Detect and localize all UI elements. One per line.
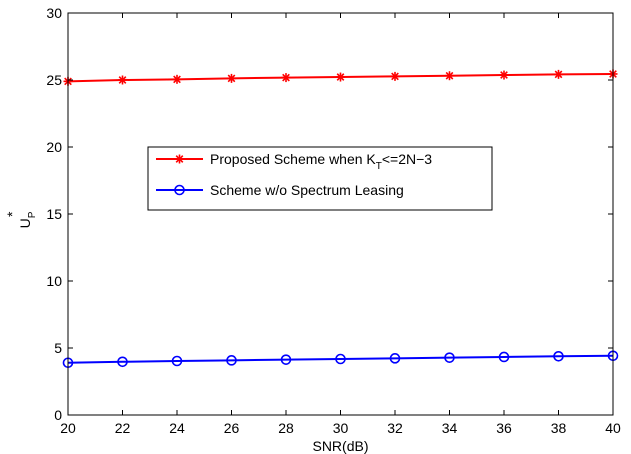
data-point-1 bbox=[335, 353, 346, 365]
legend-label-0: Proposed Scheme when KT<=2N−3 bbox=[210, 151, 432, 172]
data-point-1 bbox=[389, 353, 401, 364]
series-line-1 bbox=[67, 354, 614, 364]
data-point-0 bbox=[445, 71, 454, 81]
y-tick-label: 0 bbox=[54, 407, 62, 423]
y-tick-label: 10 bbox=[46, 273, 62, 289]
legend-marker-symbol-1 bbox=[174, 184, 185, 196]
legend-marker-symbol-0 bbox=[175, 154, 184, 164]
x-tick-label: 20 bbox=[60, 420, 76, 436]
y-axis-label-main: U bbox=[17, 218, 33, 228]
data-point-0 bbox=[390, 71, 400, 81]
x-tick-label: 36 bbox=[496, 420, 512, 436]
legend-label-0-sub: T bbox=[376, 161, 382, 172]
data-point-1 bbox=[553, 351, 564, 362]
x-tick-label: 22 bbox=[115, 420, 131, 436]
x-tick-label: 24 bbox=[169, 420, 185, 436]
legend: Proposed Scheme when KT<=2N−3 Scheme w/o… bbox=[147, 146, 493, 211]
legend-marker-0 bbox=[175, 154, 184, 164]
y-tick-label: 25 bbox=[46, 72, 62, 88]
data-point-0 bbox=[554, 69, 563, 79]
x-tick-label: 30 bbox=[333, 420, 349, 436]
x-tick-label: 40 bbox=[605, 420, 621, 436]
data-point-0 bbox=[499, 70, 509, 80]
y-axis-label: UP * bbox=[4, 211, 38, 228]
x-axis-label: SNR(dB) bbox=[312, 438, 368, 454]
legend-label-0-rest: <=2N−3 bbox=[382, 151, 432, 167]
y-axis-label-sup: * bbox=[4, 211, 20, 217]
data-point-0 bbox=[281, 73, 291, 83]
data-point-0 bbox=[172, 74, 182, 84]
data-point-1 bbox=[117, 356, 128, 368]
legend-box bbox=[147, 146, 493, 211]
legend-label-0-main: Proposed Scheme when K bbox=[210, 151, 376, 167]
data-point-1 bbox=[444, 352, 455, 363]
svg-text:UP: UP bbox=[17, 211, 38, 228]
data-point-0 bbox=[336, 72, 345, 82]
y-axis-label-sub: P bbox=[27, 211, 38, 218]
x-tick-label: 32 bbox=[387, 420, 403, 436]
x-tick-label: 34 bbox=[442, 420, 458, 436]
legend-marker-1 bbox=[174, 184, 185, 196]
x-tick-label: 26 bbox=[224, 420, 240, 436]
plot-frame bbox=[67, 12, 614, 416]
y-tick-label: 20 bbox=[46, 139, 62, 155]
data-point-0 bbox=[118, 75, 127, 85]
data-point-1 bbox=[226, 355, 237, 366]
x-tick-label: 38 bbox=[551, 420, 567, 436]
data-point-1 bbox=[171, 355, 183, 367]
x-tick-label: 28 bbox=[278, 420, 294, 436]
data-point-1 bbox=[498, 351, 510, 363]
y-tick-label: 15 bbox=[46, 206, 62, 222]
legend-label-1: Scheme w/o Spectrum Leasing bbox=[210, 182, 404, 198]
data-point-0 bbox=[227, 73, 236, 83]
y-tick-label: 30 bbox=[46, 5, 62, 21]
data-point-1 bbox=[280, 354, 292, 365]
y-tick-label: 5 bbox=[54, 340, 62, 356]
